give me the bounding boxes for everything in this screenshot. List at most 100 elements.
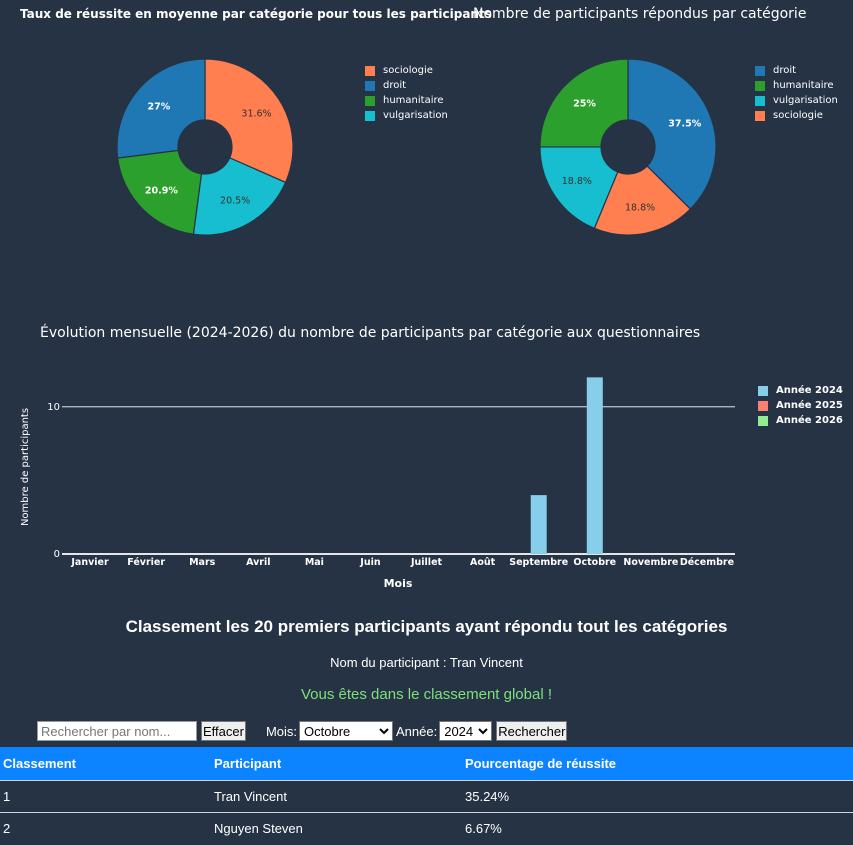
bar-chart-title: Évolution mensuelle (2024-2026) du nombr… [40, 325, 701, 341]
x-tick-label: Octobre [573, 557, 616, 568]
pie1-slice-humanitaire [117, 149, 203, 235]
participant-cell: Nguyen Steven [211, 812, 462, 844]
pie1-legend: sociologie droit humanitaire vulgarisation [365, 63, 448, 123]
pie2-slice-label: 18.8% [562, 176, 592, 187]
legend-item[interactable]: sociologie [365, 63, 448, 78]
participant-cell: Tran Vincent [211, 780, 462, 813]
legend-label: Année 2025 [776, 400, 843, 411]
x-tick-label: Février [127, 557, 165, 568]
column-header-participant: Participant [211, 747, 462, 781]
legend-item[interactable]: droit [755, 63, 838, 78]
legend-swatch [755, 80, 765, 91]
pie2-slice-vulgarisation [539, 146, 619, 230]
column-header-success-rate: Pourcentage de réussite [462, 747, 853, 781]
x-tick-label: Septembre [509, 557, 568, 568]
ranking-table: Classement Participant Pourcentage de ré… [0, 747, 853, 844]
legend-label: vulgarisation [383, 110, 448, 121]
pie1-slice-droit [116, 58, 206, 159]
participant-name: Nom du participant : Tran Vincent [330, 655, 523, 670]
pie2-slice-label: 25% [573, 98, 596, 109]
global-ranking-message: Vous êtes dans le classement global ! [301, 686, 552, 703]
legend-label: droit [383, 80, 407, 91]
rank-cell: 2 [0, 812, 211, 844]
pie2-slice-label: 37.5% [668, 118, 701, 129]
success-rate-cell: 6.67% [462, 812, 853, 844]
month-select[interactable]: Octobre [299, 721, 394, 741]
table-header-row: Classement Participant Pourcentage de ré… [0, 747, 853, 781]
legend-swatch [365, 95, 375, 106]
pie2-title: Nombre de participants répondus par caté… [473, 6, 807, 22]
rank-cell: 1 [0, 780, 211, 813]
search-input[interactable] [37, 721, 197, 741]
legend-swatch [755, 65, 765, 76]
legend-swatch [758, 415, 768, 426]
legend-item[interactable]: vulgarisation [365, 108, 448, 123]
y-tick-label: 0 [54, 549, 60, 560]
clear-button[interactable]: Effacer [201, 721, 246, 741]
legend-item[interactable]: Année 2024 [758, 383, 843, 398]
pie1-slice-label: 20.5% [220, 196, 250, 207]
ranking-title: Classement les 20 premiers participants … [125, 617, 728, 636]
pie2-slice-sociologie [593, 165, 692, 236]
legend-swatch [758, 400, 768, 411]
x-tick-label: Novembre [623, 557, 678, 568]
pie1-slice-label: 31.6% [241, 108, 271, 119]
legend-item[interactable]: humanitaire [755, 78, 838, 93]
legend-swatch [755, 95, 765, 106]
legend-label: Année 2026 [776, 415, 843, 426]
pie1-title: Taux de réussite en moyenne par catégori… [20, 7, 492, 21]
legend-item[interactable]: Année 2025 [758, 398, 843, 413]
x-tick-label: Août [470, 557, 496, 568]
pie2-legend: droit humanitaire vulgarisation sociologie [755, 63, 838, 123]
legend-label: humanitaire [383, 95, 444, 106]
legend-swatch [365, 65, 375, 76]
bar-chart: Nombre de participants 0 10 Janvier Février… [20, 377, 735, 590]
y-axis-label: Nombre de participants [20, 408, 31, 526]
legend-label: sociologie [383, 65, 433, 76]
x-tick-label: Décembre [680, 557, 734, 568]
legend-label: droit [773, 65, 797, 76]
bar-Octobre [586, 377, 603, 554]
table-row: 2 Nguyen Steven 6.67% [0, 812, 853, 844]
pie2-slice-droit [627, 58, 717, 210]
x-tick-label: Janvier [70, 557, 109, 568]
legend-swatch [755, 110, 765, 121]
pie1-chart: 31.6% 20.5% 20.9% 27% [116, 58, 294, 236]
search-button[interactable]: Rechercher [496, 721, 568, 741]
bar-legend: Année 2024 Année 2025 Année 2026 [758, 383, 843, 428]
pie1-slice-label: 27% [147, 101, 170, 112]
month-label: Mois: [265, 723, 298, 739]
y-tick-label: 10 [47, 402, 60, 413]
legend-item[interactable]: sociologie [755, 108, 838, 123]
x-axis-label: Mois [384, 577, 413, 590]
legend-label: Année 2024 [776, 385, 843, 396]
legend-item[interactable]: droit [365, 78, 448, 93]
success-rate-cell: 35.24% [462, 780, 853, 813]
pie1-slice-label: 20.9% [145, 185, 178, 196]
year-select[interactable]: 2024 [439, 721, 493, 741]
bar-Septembre [530, 495, 547, 554]
legend-item[interactable]: Année 2026 [758, 413, 843, 428]
legend-label: sociologie [773, 110, 823, 121]
pie1-slice-vulgarisation [192, 157, 287, 236]
pie1-slice-sociologie [204, 58, 294, 184]
pie2-chart: 37.5% 18.8% 18.8% 25% [539, 58, 717, 236]
legend-label: humanitaire [773, 80, 834, 91]
x-tick-label: Juin [359, 557, 381, 568]
legend-swatch [758, 385, 768, 396]
x-tick-label: Mars [189, 557, 216, 568]
search-bar: Effacer Mois: Octobre Année: 2024 Recher… [37, 721, 568, 741]
column-header-rank: Classement [0, 747, 211, 781]
x-tick-label: Juillet [410, 557, 443, 568]
x-tick-label: Mai [305, 557, 324, 568]
pie2-slice-humanitaire [539, 58, 629, 148]
x-tick-label: Avril [246, 557, 270, 568]
year-label: Année: [396, 723, 438, 739]
legend-item[interactable]: vulgarisation [755, 93, 838, 108]
legend-swatch [365, 80, 375, 91]
legend-swatch [365, 110, 375, 121]
table-row: 1 Tran Vincent 35.24% [0, 780, 853, 813]
pie2-slice-label: 18.8% [625, 202, 655, 213]
legend-label: vulgarisation [773, 95, 838, 106]
legend-item[interactable]: humanitaire [365, 93, 448, 108]
